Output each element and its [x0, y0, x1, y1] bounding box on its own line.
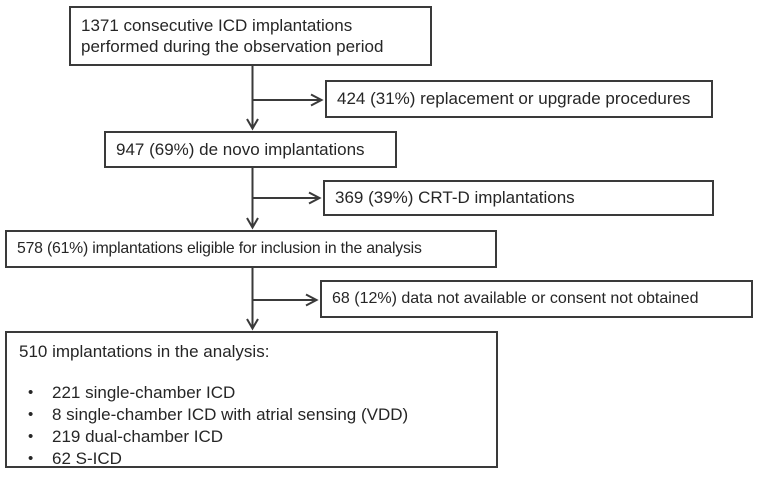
box-label: 578 (61%) implantations eligible for inc… [17, 240, 422, 258]
connector-branch-crtd [252, 191, 322, 205]
connector-branch-excluded [252, 293, 319, 307]
list-item-label: 62 S-ICD [52, 449, 122, 468]
connector-total-to-denovo [246, 66, 259, 131]
flow-box-de-novo-implantations: 947 (69%) de novo implantations [104, 131, 397, 168]
connector-branch-replacement [252, 93, 324, 107]
list-item: • 62 S-ICD [19, 448, 484, 470]
list-item: • 221 single-chamber ICD [19, 382, 484, 404]
arrow-down-icon [246, 118, 259, 131]
arrow-right-icon [308, 191, 322, 205]
bullet-icon: • [28, 428, 34, 445]
flow-box-crtd-implantations: 369 (39%) CRT-D implantations [323, 180, 714, 216]
box-label: 424 (31%) replacement or upgrade procedu… [337, 89, 691, 109]
connector-denovo-to-eligible [246, 168, 259, 230]
box-label: 947 (69%) de novo implantations [116, 139, 365, 159]
list-item: • 219 dual-chamber ICD [19, 426, 484, 448]
list-item: • 8 single-chamber ICD with atrial sensi… [19, 404, 484, 426]
box-label: 68 (12%) data not available or consent n… [332, 290, 699, 307]
arrow-down-icon [246, 217, 259, 230]
list-item-label: 221 single-chamber ICD [52, 383, 236, 402]
flow-box-total-implantations: 1371 consecutive ICD implantations perfo… [69, 6, 432, 66]
connector-eligible-to-final [246, 268, 259, 331]
box-label: 369 (39%) CRT-D implantations [335, 188, 575, 208]
flow-box-eligible-implantations: 578 (61%) implantations eligible for inc… [5, 230, 497, 268]
bullet-icon: • [28, 450, 34, 467]
arrow-right-icon [310, 93, 324, 107]
list-item-label: 219 dual-chamber ICD [52, 427, 224, 446]
box-label: 1371 consecutive ICD implantations perfo… [81, 16, 384, 56]
final-box-title: 510 implantations in the analysis: [19, 342, 270, 361]
flow-box-final-analysis: 510 implantations in the analysis: • 221… [5, 331, 498, 468]
list-item-label: 8 single-chamber ICD with atrial sensing… [52, 405, 409, 424]
arrow-right-icon [305, 293, 319, 307]
bullet-icon: • [28, 406, 34, 423]
bullet-icon: • [28, 384, 34, 401]
arrow-down-icon [246, 318, 259, 331]
flow-box-replacement-procedures: 424 (31%) replacement or upgrade procedu… [325, 80, 713, 118]
flow-box-excluded-no-data-consent: 68 (12%) data not available or consent n… [320, 280, 753, 318]
